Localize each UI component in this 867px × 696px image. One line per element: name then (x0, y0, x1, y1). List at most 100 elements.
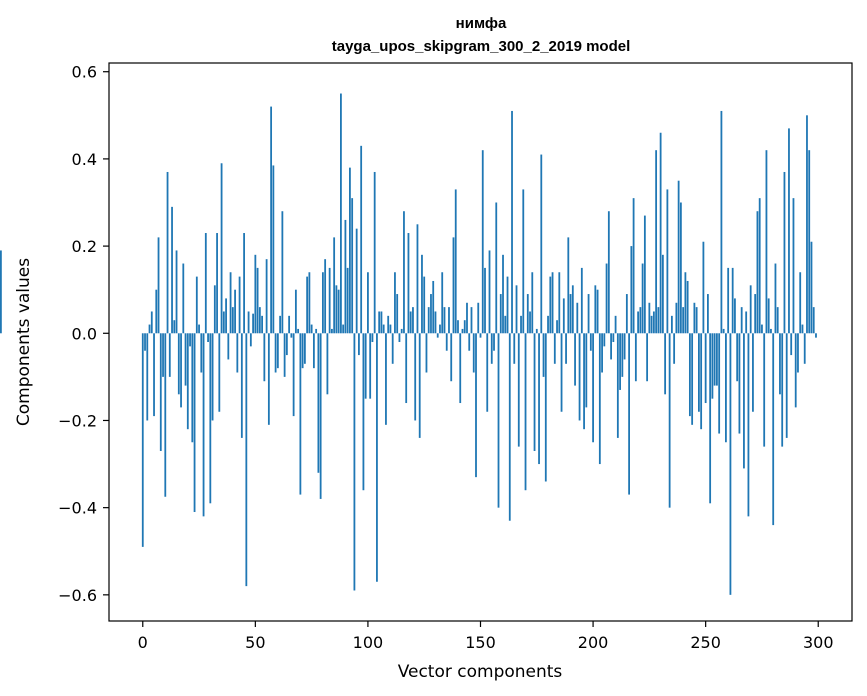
bar-87 (337, 289, 340, 334)
bar-38 (227, 333, 230, 360)
bar-96 (358, 333, 360, 356)
bar-106 (380, 311, 383, 334)
bar-102 (371, 333, 374, 342)
y-tick-label: −0.4 (58, 499, 97, 518)
bar-181 (549, 276, 552, 334)
bar-115 (400, 328, 403, 334)
bar-19 (184, 333, 187, 386)
bar-253 (711, 333, 714, 399)
bar-285 (783, 171, 786, 334)
bar-62 (281, 211, 284, 334)
y-tick-label: 0.4 (72, 150, 97, 169)
bar-66 (290, 333, 293, 338)
bar-208 (610, 333, 612, 360)
bar-139 (454, 189, 457, 334)
bar-97 (360, 145, 363, 334)
bar-5 (153, 333, 155, 417)
x-tick-label: 50 (245, 633, 265, 652)
bar-128 (430, 294, 432, 334)
bar-98 (362, 333, 365, 491)
bar-144 (466, 302, 468, 334)
bar-219 (634, 333, 637, 382)
bar-117 (405, 333, 408, 404)
bar-1 (144, 333, 146, 351)
bars-group (0, 93, 817, 595)
bar-155 (490, 333, 493, 364)
x-axis-ticks: 0 50 100 150 200 250 300 (138, 621, 834, 652)
bar-35 (220, 163, 223, 334)
bar-10 (164, 333, 167, 497)
bar-143 (463, 320, 466, 334)
bar-266 (740, 307, 743, 334)
bar-50 (254, 254, 257, 334)
bar-110 (389, 324, 392, 334)
bar-76 (312, 333, 315, 369)
bar-297 (810, 241, 813, 334)
bar-103 (373, 171, 376, 334)
bar-205 (603, 333, 606, 347)
bar-292 (799, 272, 802, 334)
bar-275 (761, 324, 763, 334)
bar-256 (718, 333, 721, 434)
bar-278 (767, 298, 770, 334)
bar-261 (729, 333, 732, 595)
bar-142 (461, 328, 464, 334)
bar-294 (803, 333, 806, 364)
bar-84 (331, 328, 333, 334)
bar-15 (175, 250, 178, 334)
bar-258 (722, 328, 725, 334)
bar-216 (628, 333, 630, 495)
x-tick-label: 200 (578, 633, 609, 652)
chart-title: нимфа (456, 15, 507, 32)
bar-127 (427, 307, 430, 334)
bar-111 (391, 333, 394, 364)
bar-260 (727, 267, 730, 334)
bar-134 (443, 307, 446, 334)
bar-136 (448, 307, 450, 334)
bar-279 (770, 328, 772, 334)
bar-36 (222, 311, 225, 334)
bar-203 (598, 333, 601, 465)
bar-240 (682, 307, 685, 334)
x-tick-label: 300 (803, 633, 834, 652)
bar-206 (605, 263, 608, 334)
bar-156 (493, 333, 495, 351)
bar-22 (191, 333, 194, 443)
bar-32 (213, 285, 216, 334)
bar-147 (472, 333, 475, 373)
bar-17 (180, 333, 182, 408)
bar-129 (432, 280, 435, 334)
bar-114 (398, 333, 401, 342)
bar-246 (695, 307, 698, 334)
bar-95 (355, 228, 358, 334)
bar-78 (317, 333, 320, 473)
y-tick-label: −0.2 (58, 411, 97, 430)
bar-188 (565, 333, 567, 364)
bar-119 (409, 311, 412, 334)
bar-199 (589, 333, 592, 351)
bar-63 (283, 333, 286, 377)
bar-207 (607, 211, 610, 334)
bar-25 (198, 324, 200, 334)
bar-145 (468, 333, 471, 351)
chart-subtitle: tayga_upos_skipgram_300_2_2019 model (332, 38, 631, 55)
bar-272 (754, 294, 757, 334)
bar-91 (346, 267, 349, 334)
y-tick-label: 0.2 (72, 237, 97, 256)
bar-138 (452, 237, 455, 334)
bar-234 (668, 333, 671, 508)
bar-24 (195, 276, 198, 334)
bar-120 (412, 307, 414, 334)
x-tick-label: 250 (690, 633, 721, 652)
bar-182 (551, 272, 554, 334)
bar-113 (396, 294, 399, 334)
bar-229 (657, 307, 660, 334)
bar-249 (702, 241, 705, 334)
bar-174 (533, 333, 536, 451)
bar-291 (797, 333, 799, 373)
bar-52 (258, 307, 261, 334)
bar-151 (481, 150, 484, 334)
bar-99 (364, 333, 367, 399)
bar-64 (285, 333, 288, 356)
